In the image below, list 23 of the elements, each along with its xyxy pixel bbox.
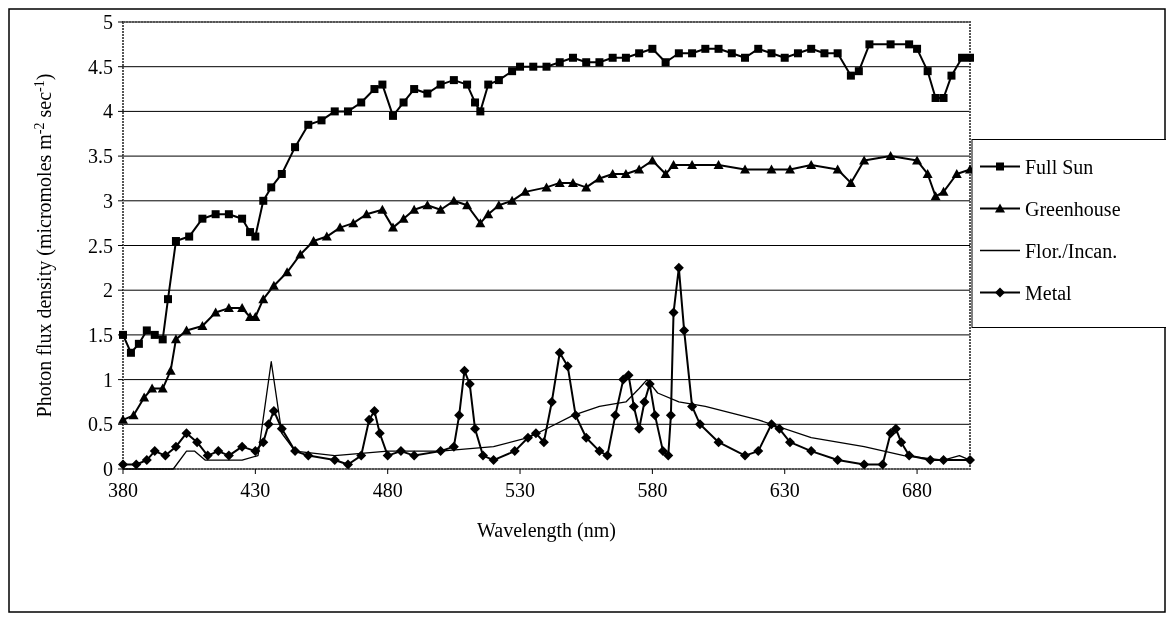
y-tick-label: 4 bbox=[103, 100, 113, 123]
legend-label: Flor./Incan. bbox=[1025, 239, 1118, 262]
x-tick-label: 480 bbox=[372, 479, 403, 501]
legend-label: Full Sun bbox=[1025, 155, 1094, 178]
y-tick-label: 2.5 bbox=[88, 234, 113, 257]
y-tick-label: 3 bbox=[103, 189, 113, 212]
x-tick-label: 380 bbox=[108, 479, 138, 501]
y-tick-label: 2 bbox=[103, 279, 113, 302]
y-tick-label: 1 bbox=[103, 368, 113, 391]
legend-label: Greenhouse bbox=[1025, 197, 1121, 220]
y-tick-label: 4.5 bbox=[88, 55, 113, 78]
x-axis-title: Wavelength (nm) bbox=[477, 519, 616, 542]
x-tick-label: 530 bbox=[505, 479, 536, 501]
legend-label: Metal bbox=[1025, 281, 1073, 304]
x-tick-label: 430 bbox=[240, 479, 271, 501]
y-tick-label: 1.5 bbox=[88, 323, 113, 346]
y-tick-label: 3.5 bbox=[88, 145, 113, 168]
x-tick-label: 680 bbox=[902, 479, 933, 501]
x-tick-label: 580 bbox=[637, 479, 668, 501]
y-tick-label: 0.5 bbox=[88, 413, 113, 436]
y-tick-label: 0 bbox=[103, 458, 113, 480]
x-tick-label: 630 bbox=[769, 479, 800, 501]
y-tick-label: 5 bbox=[103, 11, 113, 33]
